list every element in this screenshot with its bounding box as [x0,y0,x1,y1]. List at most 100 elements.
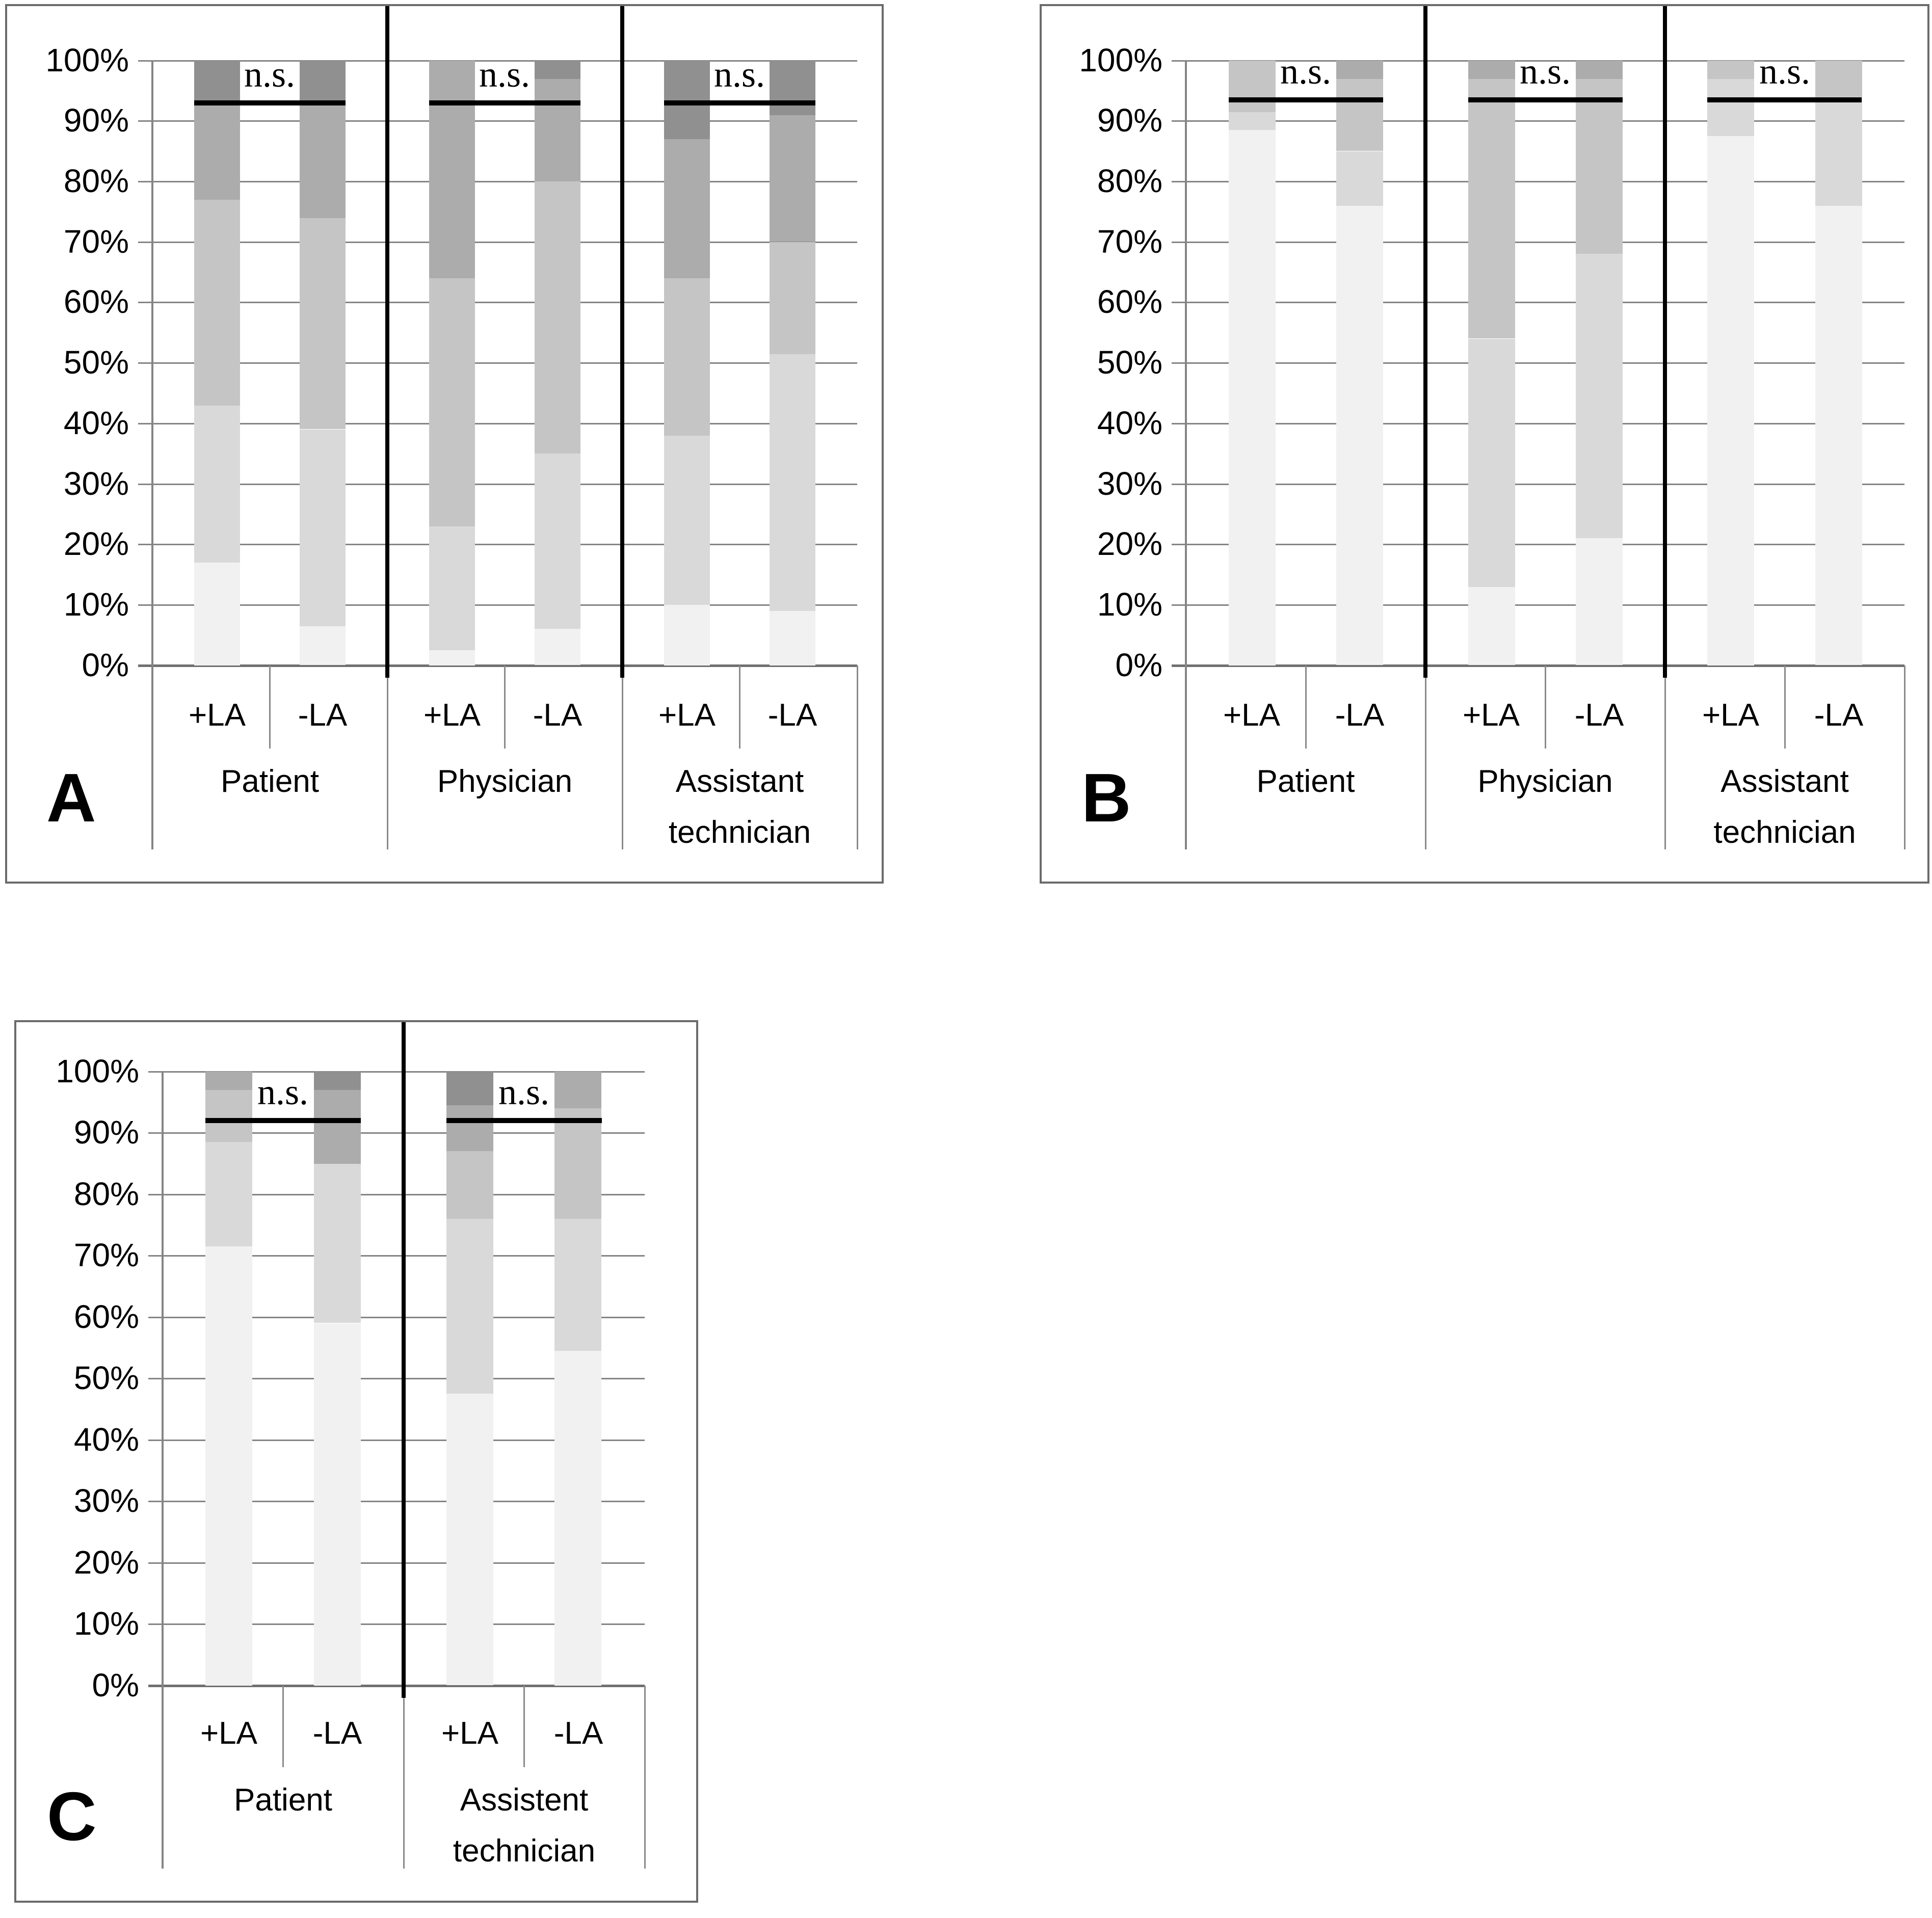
gridline [148,1071,645,1073]
label-area-right-line [1904,665,1905,849]
gridline [148,1132,645,1134]
gridline [138,60,857,62]
bar-segment [194,200,240,406]
group-label: Physician [437,764,573,799]
bar-segment [535,181,580,454]
gridline [1172,362,1904,364]
ns-label: n.s. [713,54,765,95]
group-label: Patient [233,1782,333,1818]
ns-label: n.s. [1759,51,1811,92]
label-area-bar-pair-line [504,665,506,749]
ns-line [429,100,580,105]
gridline [1172,544,1904,545]
x-axis-line [1172,664,1904,667]
y-tick-label: 70% [1097,223,1162,260]
label-area-bar-pair-line [739,665,740,749]
ns-line [205,1118,361,1123]
label-area-group-line [387,665,388,849]
gridline [1172,181,1904,182]
group-separator-line [620,6,624,678]
label-area-bar-pair-line [523,1686,525,1767]
bar-segment [1815,61,1862,97]
panel-letter: C [47,1778,97,1855]
gridline [138,484,857,485]
y-tick-label: 80% [73,1176,139,1212]
y-axis-line [162,1072,164,1869]
bar-segment [446,1394,493,1685]
gridline [1172,484,1904,485]
y-tick-label: 80% [1097,163,1162,199]
bar-segment [446,1105,493,1151]
gridline [1172,60,1904,62]
group-label: Patient [220,764,320,799]
gridline [138,604,857,606]
y-tick-label: 10% [63,586,129,623]
bar-segment [300,430,346,626]
panel-c: 100% 90% 80% 70% 60% 50% 40% 30% 20% 10% 0% +LA -LA n… [14,1020,698,1903]
ns-label: n.s. [498,1072,550,1112]
label-area-right-line [857,665,858,849]
bar-segment [205,1072,252,1090]
ns-line [664,100,815,105]
group-label: technician [453,1833,596,1869]
bar-segment [1576,538,1623,665]
bar-segment [554,1072,601,1108]
bar-segment [446,1072,493,1105]
y-tick-label: 30% [1097,465,1162,502]
bar-segment [535,454,580,629]
bar-segment [446,1151,493,1219]
bar-segment [194,103,240,200]
panel-b: 100% 90% 80% 70% 60% 50% 40% 30% 20% 10% 0% +LA -LA n… [1040,4,1929,884]
gridline [148,1194,645,1195]
ns-line [1229,97,1383,102]
y-tick-label: 90% [63,102,129,139]
x-axis-line [148,1685,645,1687]
y-tick-label: 70% [63,223,129,260]
bar-segment [770,61,815,115]
y-tick-label: 40% [73,1421,139,1458]
gridline [1172,302,1904,303]
ns-line [1468,97,1623,102]
bar-segment [1468,61,1515,79]
bar-segment [770,242,815,354]
bar-segment [205,1246,252,1686]
ns-line [194,100,346,105]
bar-segment [194,61,240,103]
bar-segment [205,1090,252,1142]
group-label: technician [668,815,811,850]
gridline [138,302,857,303]
bar-segment [554,1219,601,1351]
bar-segment [1576,78,1623,254]
label-area-bar-pair-line [269,665,271,749]
bar-segment [535,629,580,665]
gridline [148,1562,645,1564]
bar-segment [535,61,580,79]
bar-segment [1336,151,1383,206]
label-area-bar-pair-line [282,1686,284,1767]
y-axis-line [151,61,153,849]
gridline [138,423,857,424]
y-tick-label: 60% [63,283,129,320]
gridline [1172,604,1904,606]
label-area-group-line [1425,665,1426,849]
bar-segment [1468,339,1515,587]
bar-segment [664,139,710,278]
y-tick-label: 10% [73,1605,139,1642]
y-tick-label: 0% [1115,647,1163,683]
bar-segment [314,1163,361,1323]
bar-segment [535,78,580,181]
gridline [148,1440,645,1441]
gridline [1172,242,1904,243]
gridline [148,1378,645,1379]
bar-segment [300,218,346,429]
y-tick-label: 100% [56,1053,139,1089]
gridline [1172,120,1904,122]
gridline [138,242,857,243]
bar-segment [446,1219,493,1394]
bar-segment [1468,78,1515,338]
y-axis-line [1185,61,1187,849]
ns-label: n.s. [244,54,296,95]
ns-label: n.s. [257,1072,309,1112]
bar-segment [1229,61,1276,112]
